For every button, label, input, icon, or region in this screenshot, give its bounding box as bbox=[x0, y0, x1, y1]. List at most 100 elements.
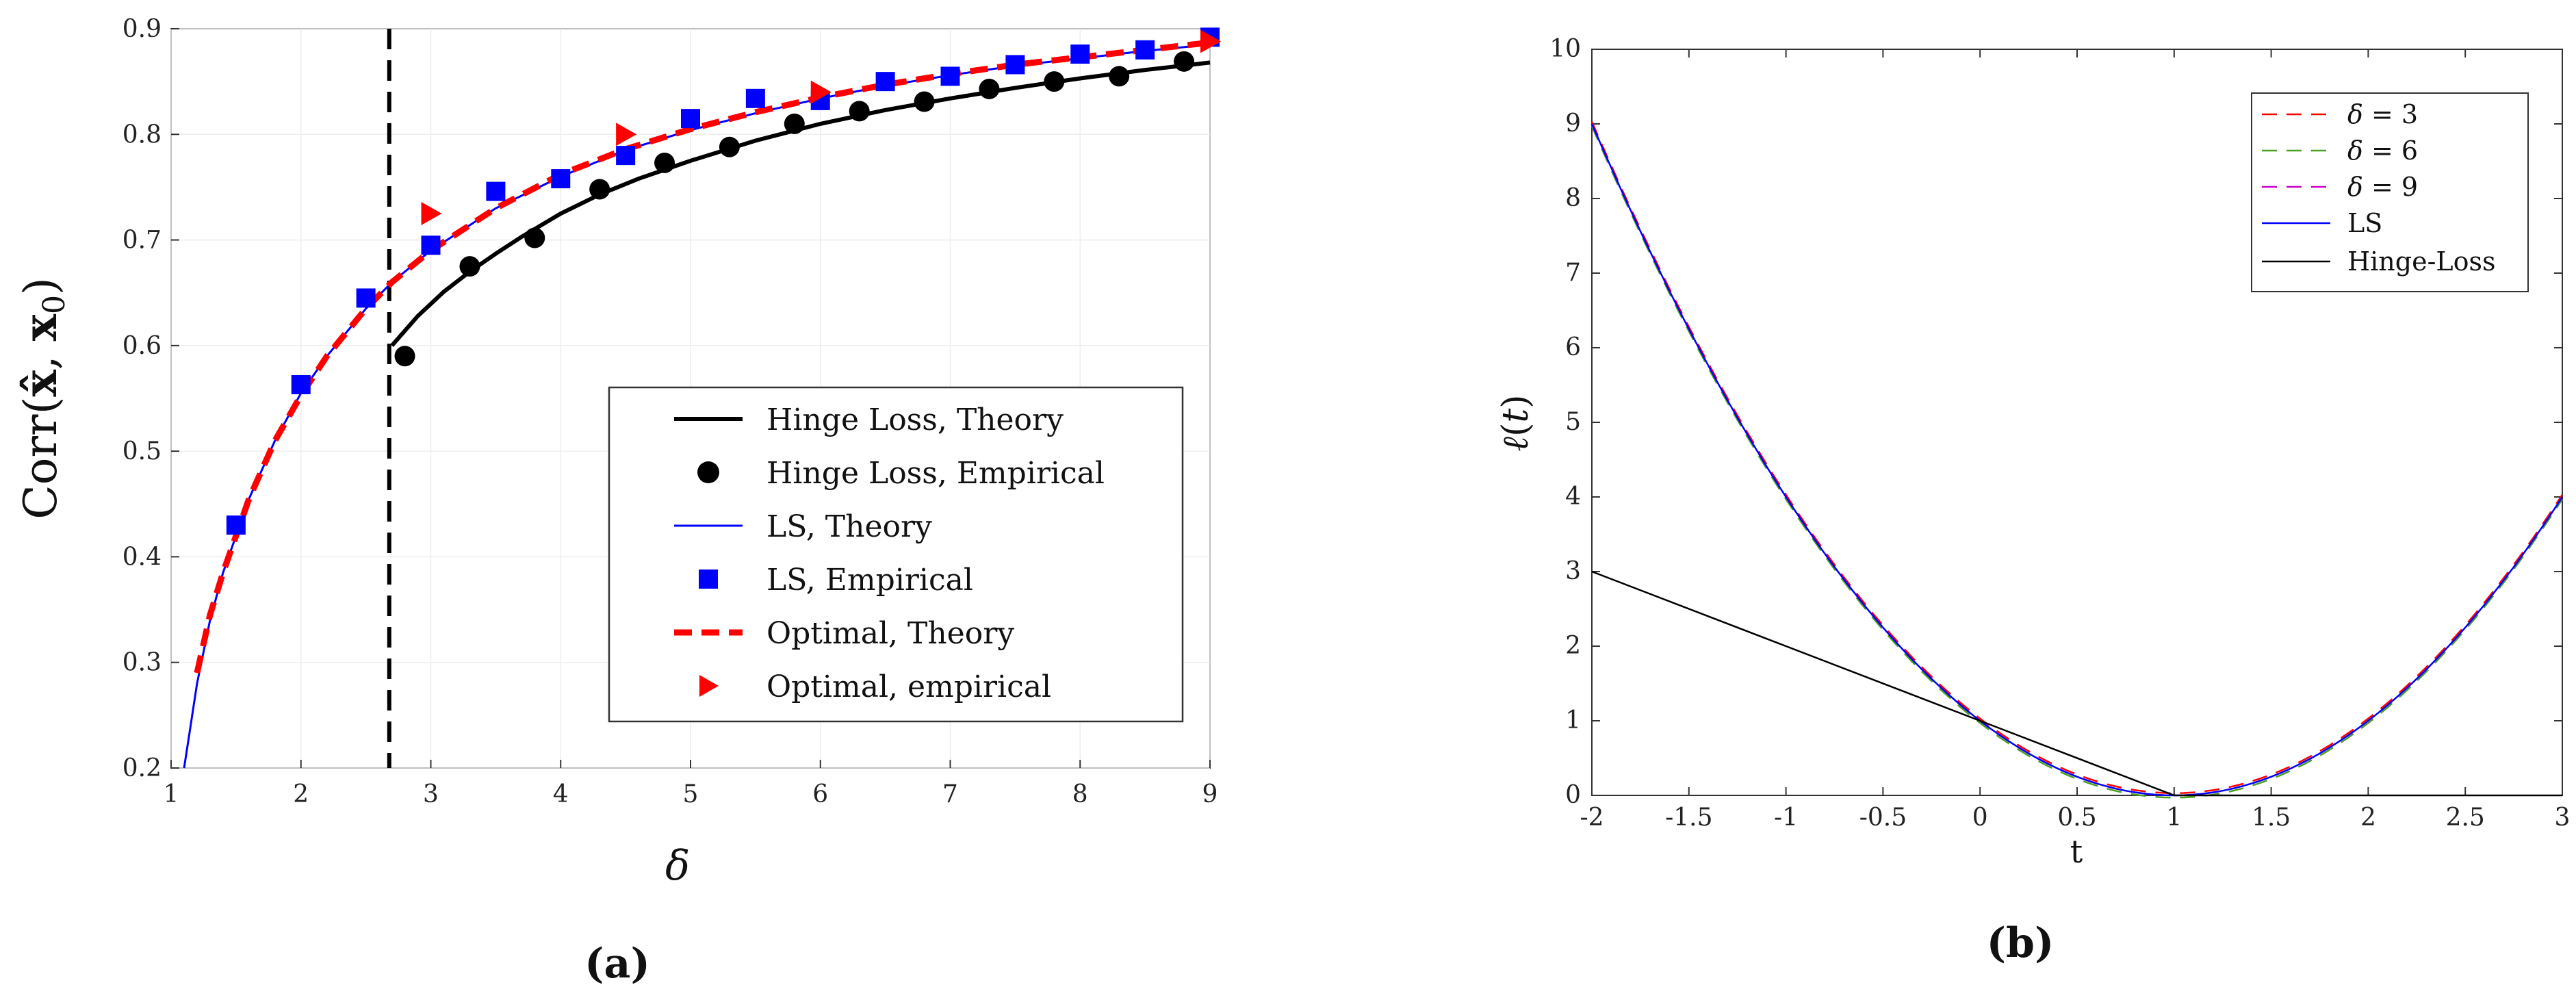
x-tick-label: 8 bbox=[1072, 780, 1088, 808]
hinge-empirical-point bbox=[394, 346, 415, 367]
panel-a-chart: 1 2 3 4 5 6 7 8 9 0.2 0.3 0.4 0.5 0.6 0.7 0.8 0.9 δ Corr… bbox=[14, 15, 1221, 988]
y-tick-label: 7 bbox=[1565, 259, 1581, 287]
y-tick-label: 0.6 bbox=[123, 332, 162, 360]
ls-empirical-point bbox=[875, 72, 895, 92]
x-tick-label: 5 bbox=[683, 780, 699, 808]
y-tick-label: 0.8 bbox=[123, 120, 162, 149]
legend-ls-theory: LS, Theory bbox=[767, 509, 932, 544]
x-tick-label: 0 bbox=[1972, 804, 1988, 832]
legend-optimal-empirical: Optimal, empirical bbox=[767, 669, 1051, 704]
series-delta3 bbox=[1590, 121, 2564, 794]
hinge-empirical-point bbox=[589, 179, 610, 200]
ls-empirical-point bbox=[551, 169, 571, 189]
hinge-empirical-point bbox=[719, 136, 740, 157]
x-tick-label: 3 bbox=[2555, 804, 2571, 832]
y-tick-label: 4 bbox=[1565, 483, 1581, 511]
legend-ls-empirical-swatch bbox=[699, 570, 718, 589]
hinge-empirical-point bbox=[524, 227, 545, 248]
optimal-empirical-point bbox=[421, 202, 442, 225]
legend-optimal-theory: Optimal, Theory bbox=[767, 616, 1014, 651]
panel-a-series bbox=[183, 27, 1221, 769]
x-tick-label: 1 bbox=[164, 780, 179, 808]
y-tick-label: 8 bbox=[1565, 184, 1581, 212]
y-tick-label: 0.7 bbox=[123, 227, 162, 255]
panel-b-label: (b) bbox=[1987, 919, 2055, 967]
y-tick-label: 0.2 bbox=[123, 754, 162, 782]
hinge-empirical-point bbox=[849, 101, 870, 122]
legend-delta6: δ = 6 bbox=[2347, 136, 2418, 166]
panel-a-ylabel: Corr(x̂, x0) bbox=[14, 277, 72, 520]
ls-empirical-point bbox=[421, 235, 441, 255]
panel-b-legend-box bbox=[2251, 92, 2529, 292]
ls-empirical-point bbox=[940, 66, 960, 86]
x-tick-label: 0.5 bbox=[2057, 804, 2096, 832]
x-tick-label: 1.5 bbox=[2252, 804, 2291, 832]
y-tick-label: 1 bbox=[1565, 706, 1581, 734]
y-tick-label: 10 bbox=[1549, 35, 1581, 63]
panel-a-ticks: 1 2 3 4 5 6 7 8 9 0.2 0.3 0.4 0.5 0.6 0.7 0.8 0.9 bbox=[123, 15, 1218, 808]
ls-empirical-point bbox=[226, 515, 246, 535]
ls-empirical-point bbox=[356, 288, 376, 308]
y-tick-label: 9 bbox=[1565, 110, 1581, 138]
panel-a-label: (a) bbox=[584, 940, 650, 988]
ls-empirical-point bbox=[1005, 55, 1025, 75]
hinge-empirical-point bbox=[1174, 51, 1195, 72]
legend-hinge-theory: Hinge Loss, Theory bbox=[767, 402, 1064, 437]
panel-a-legend: Hinge Loss, Theory Hinge Loss, Empirical… bbox=[608, 386, 1184, 723]
y-tick-label: 6 bbox=[1565, 333, 1581, 361]
x-tick-label: 9 bbox=[1202, 780, 1218, 808]
x-tick-label: 2 bbox=[2360, 804, 2376, 832]
panel-a-legend-box bbox=[608, 386, 1184, 723]
legend-optimal-empirical-swatch bbox=[699, 675, 719, 697]
ls-empirical-point bbox=[1070, 44, 1090, 64]
legend-delta9: δ = 9 bbox=[2347, 172, 2418, 202]
y-tick-label: 0.4 bbox=[123, 543, 162, 571]
x-tick-label: 7 bbox=[942, 780, 958, 808]
y-tick-label: 0.5 bbox=[123, 437, 162, 465]
ls-empirical-point bbox=[291, 374, 311, 394]
legend-delta3: δ = 3 bbox=[2347, 99, 2418, 129]
x-tick-label: 6 bbox=[812, 780, 828, 808]
x-tick-label: -2 bbox=[1580, 804, 1603, 832]
x-tick-label: 2.5 bbox=[2446, 804, 2485, 832]
panel-b-series bbox=[1590, 121, 2564, 799]
hinge-empirical-point bbox=[654, 152, 675, 173]
series-hinge-loss bbox=[1591, 570, 2562, 797]
hinge-empirical-point bbox=[1109, 66, 1130, 87]
legend-hinge-empirical: Hinge Loss, Empirical bbox=[767, 456, 1105, 491]
series-ls bbox=[1590, 123, 2564, 797]
hinge-empirical-point bbox=[979, 78, 1000, 99]
y-tick-label: 0 bbox=[1565, 781, 1581, 809]
ls-empirical-point bbox=[745, 88, 765, 108]
x-tick-label: 4 bbox=[553, 780, 569, 808]
legend-ls-empirical: LS, Empirical bbox=[767, 563, 973, 598]
panel-b-ylabel: ℓ(t) bbox=[1495, 394, 1536, 451]
series-optimal-theory bbox=[194, 39, 1211, 674]
legend-ls: LS bbox=[2347, 208, 2382, 238]
series-delta6 bbox=[1590, 125, 2564, 799]
hinge-empirical-point bbox=[1044, 71, 1065, 92]
panel-b-xlabel: t bbox=[2070, 833, 2083, 870]
legend-hinge-empirical-swatch bbox=[697, 461, 719, 483]
panel-b-legend: δ = 3 δ = 6 δ = 9 LS Hinge-Loss bbox=[2251, 92, 2529, 292]
optimal-empirical-point bbox=[1200, 29, 1221, 53]
x-tick-label: 1 bbox=[2166, 804, 2182, 832]
optimal-empirical-point bbox=[810, 80, 832, 104]
ls-empirical-point bbox=[616, 146, 636, 166]
y-tick-label: 3 bbox=[1565, 557, 1581, 585]
panel-a-xlabel: δ bbox=[665, 842, 690, 890]
x-tick-label: -0.5 bbox=[1859, 804, 1907, 832]
ls-empirical-point bbox=[486, 181, 506, 201]
hinge-empirical-point bbox=[914, 91, 935, 112]
x-tick-label: -1 bbox=[1774, 804, 1798, 832]
y-tick-label: 0.9 bbox=[123, 15, 162, 43]
legend-hinge: Hinge-Loss bbox=[2347, 246, 2496, 277]
y-tick-label: 5 bbox=[1565, 408, 1581, 436]
optimal-empirical-point bbox=[616, 123, 637, 146]
panel-b-ticks: -2 -1.5 -1 -0.5 0 0.5 1 1.5 2 2.5 3 0 1 2 3 4 5 6 7 8 9 10 bbox=[1549, 35, 2570, 832]
y-tick-label: 0.3 bbox=[123, 649, 162, 677]
hinge-empirical-point bbox=[784, 113, 805, 134]
ls-empirical-point bbox=[681, 109, 700, 129]
